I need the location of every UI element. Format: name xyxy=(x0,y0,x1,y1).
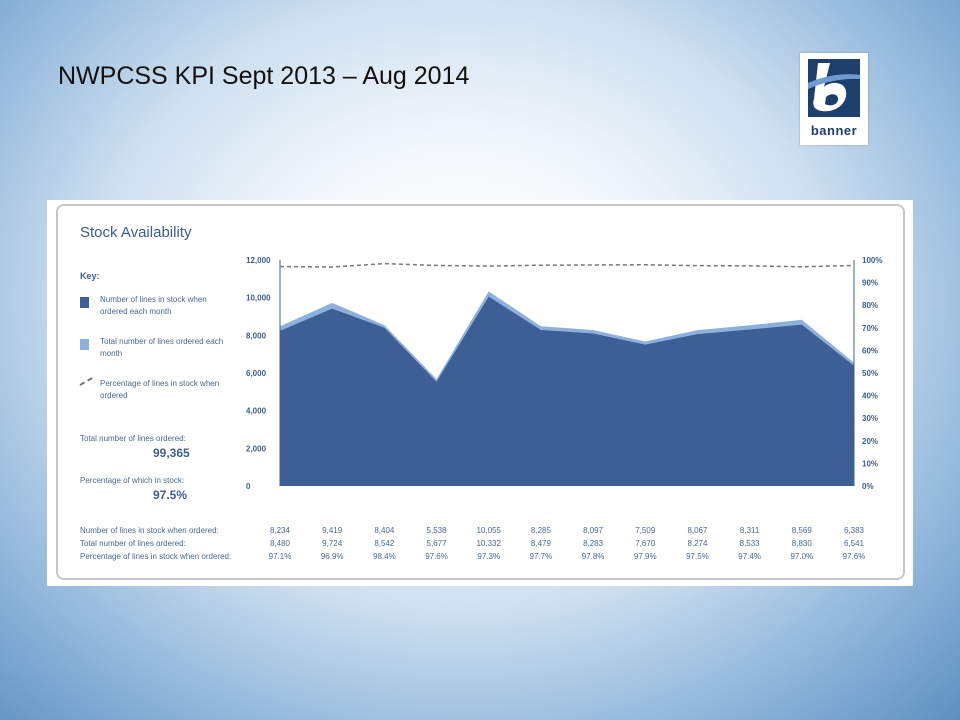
table-cell: 5,677 xyxy=(426,539,447,548)
table-cell: 8,283 xyxy=(583,539,604,548)
key-swatch-in-stock xyxy=(80,297,89,308)
table-row-label-percentage: Percentage of lines in stock when ordere… xyxy=(80,552,232,561)
banner-logo: banner xyxy=(800,53,868,145)
y2-tick-label: 80% xyxy=(862,301,878,310)
table-cell: 97.1% xyxy=(268,552,292,561)
table-cell: 8,234 xyxy=(269,526,291,535)
x-tick-label: Feb-14 xyxy=(528,505,554,506)
y2-tick-label: 0% xyxy=(862,482,874,491)
total-lines-value: 99,365 xyxy=(153,446,190,460)
y2-tick-label: 30% xyxy=(862,414,878,423)
area-in-stock-lines xyxy=(280,296,854,486)
table-cell: 8,311 xyxy=(739,526,760,535)
table-row-label-total: Total number of lines ordered: xyxy=(80,539,186,548)
y-tick-label: 6,000 xyxy=(246,369,267,378)
x-tick-label: Apr-14 xyxy=(633,505,659,506)
y-tick-label: 0 xyxy=(246,482,251,491)
y-tick-label: 2,000 xyxy=(246,444,267,453)
table-cell: 10,332 xyxy=(476,539,501,548)
table-cell: 5,538 xyxy=(426,526,447,535)
table-cell: 97.7% xyxy=(529,552,553,561)
x-tick-label: Oct-13 xyxy=(320,505,345,506)
table-cell: 8,067 xyxy=(687,526,708,535)
x-tick-label: Jun-14 xyxy=(737,505,763,506)
key-label-total: Total number of lines ordered each month xyxy=(100,337,224,358)
table-cell: 8,533 xyxy=(739,539,760,548)
table-cell: 7,670 xyxy=(635,539,656,548)
y-tick-label: 12,000 xyxy=(246,256,271,265)
panel-title: Stock Availability xyxy=(80,224,192,241)
x-tick-label: Nov-13 xyxy=(371,505,398,506)
y-tick-label: 10,000 xyxy=(246,294,271,303)
table-cell: 96.9% xyxy=(320,552,344,561)
table-cell: 9,724 xyxy=(322,539,343,548)
banner-logo-text: banner xyxy=(810,123,858,138)
table-cell: 6,541 xyxy=(843,539,865,548)
x-tick-label: Jul-14 xyxy=(790,505,814,506)
table-cell: 97.6% xyxy=(425,552,448,561)
x-tick-label: Dec-13 xyxy=(423,505,450,506)
y2-tick-label: 90% xyxy=(862,279,878,288)
y2-tick-label: 100% xyxy=(862,256,882,265)
table-cell: 8,274 xyxy=(687,539,708,548)
panel-frame: Stock Availability Key: Number of lines … xyxy=(56,204,905,580)
key-label-percentage: Percentage of lines in stock when ordere… xyxy=(100,379,220,400)
stock-availability-chart: 0 2,000 4,000 6,000 8,000 10,000 12,000 0% 10% 20… xyxy=(246,256,882,506)
banner-logo-mark xyxy=(808,59,860,117)
pct-in-stock-value: 97.5% xyxy=(153,488,188,502)
x-tick-label: May-14 xyxy=(684,505,712,506)
y2-tick-label: 40% xyxy=(862,392,878,401)
table-cell: 97.4% xyxy=(738,552,761,561)
table-cell: 8,285 xyxy=(530,526,551,535)
y2-tick-label: 10% xyxy=(862,459,878,468)
key-label-in-stock: Number of lines in stock when ordered ea… xyxy=(100,295,207,316)
line-percentage-in-stock xyxy=(279,262,855,268)
table-cell: 97.5% xyxy=(686,552,709,561)
y2-tick-label: 70% xyxy=(862,324,878,333)
x-tick-label: Sep-13 xyxy=(267,505,294,506)
key-title: Key: xyxy=(80,271,100,281)
table-cell: 97.6% xyxy=(842,552,866,561)
table-cell: 8,404 xyxy=(374,526,395,535)
table-cell: 9,419 xyxy=(322,526,343,535)
table-cell: 8,569 xyxy=(791,526,812,535)
table-cell: 97.3% xyxy=(477,552,501,561)
y2-tick-label: 60% xyxy=(862,346,878,355)
table-cell: 8,480 xyxy=(269,539,291,548)
table-cell: 8,097 xyxy=(583,526,604,535)
table-cell: 7,509 xyxy=(635,526,656,535)
table-cell: 8,830 xyxy=(791,539,812,548)
y-tick-label: 4,000 xyxy=(246,407,267,416)
table-cell: 8,479 xyxy=(530,539,551,548)
x-tick-label: Jan-14 xyxy=(476,505,502,506)
table-cell: 8,542 xyxy=(374,539,395,548)
table-cell: 97.0% xyxy=(790,552,814,561)
table-cell: 6,383 xyxy=(843,526,865,535)
table-cell: 98.4% xyxy=(373,552,396,561)
stock-availability-panel: Stock Availability Key: Number of lines … xyxy=(47,200,913,586)
y2-tick-label: 50% xyxy=(862,369,878,378)
table-cell: 97.8% xyxy=(581,552,605,561)
total-lines-label: Total number of lines ordered: xyxy=(80,434,186,443)
pct-in-stock-label: Percentage of which in stock: xyxy=(80,476,185,485)
table-row-label-in-stock: Number of lines in stock when ordered: xyxy=(80,526,219,535)
x-tick-label: Aug-14 xyxy=(840,505,868,506)
table-cell: 10,055 xyxy=(476,526,501,535)
slide-title: NWPCSS KPI Sept 2013 – Aug 2014 xyxy=(58,62,470,90)
table-cell: 97.9% xyxy=(633,552,657,561)
x-tick-label: Mar-14 xyxy=(580,505,606,506)
key-swatch-total xyxy=(80,339,89,350)
y-tick-label: 8,000 xyxy=(246,331,267,340)
y2-tick-label: 20% xyxy=(862,437,878,446)
